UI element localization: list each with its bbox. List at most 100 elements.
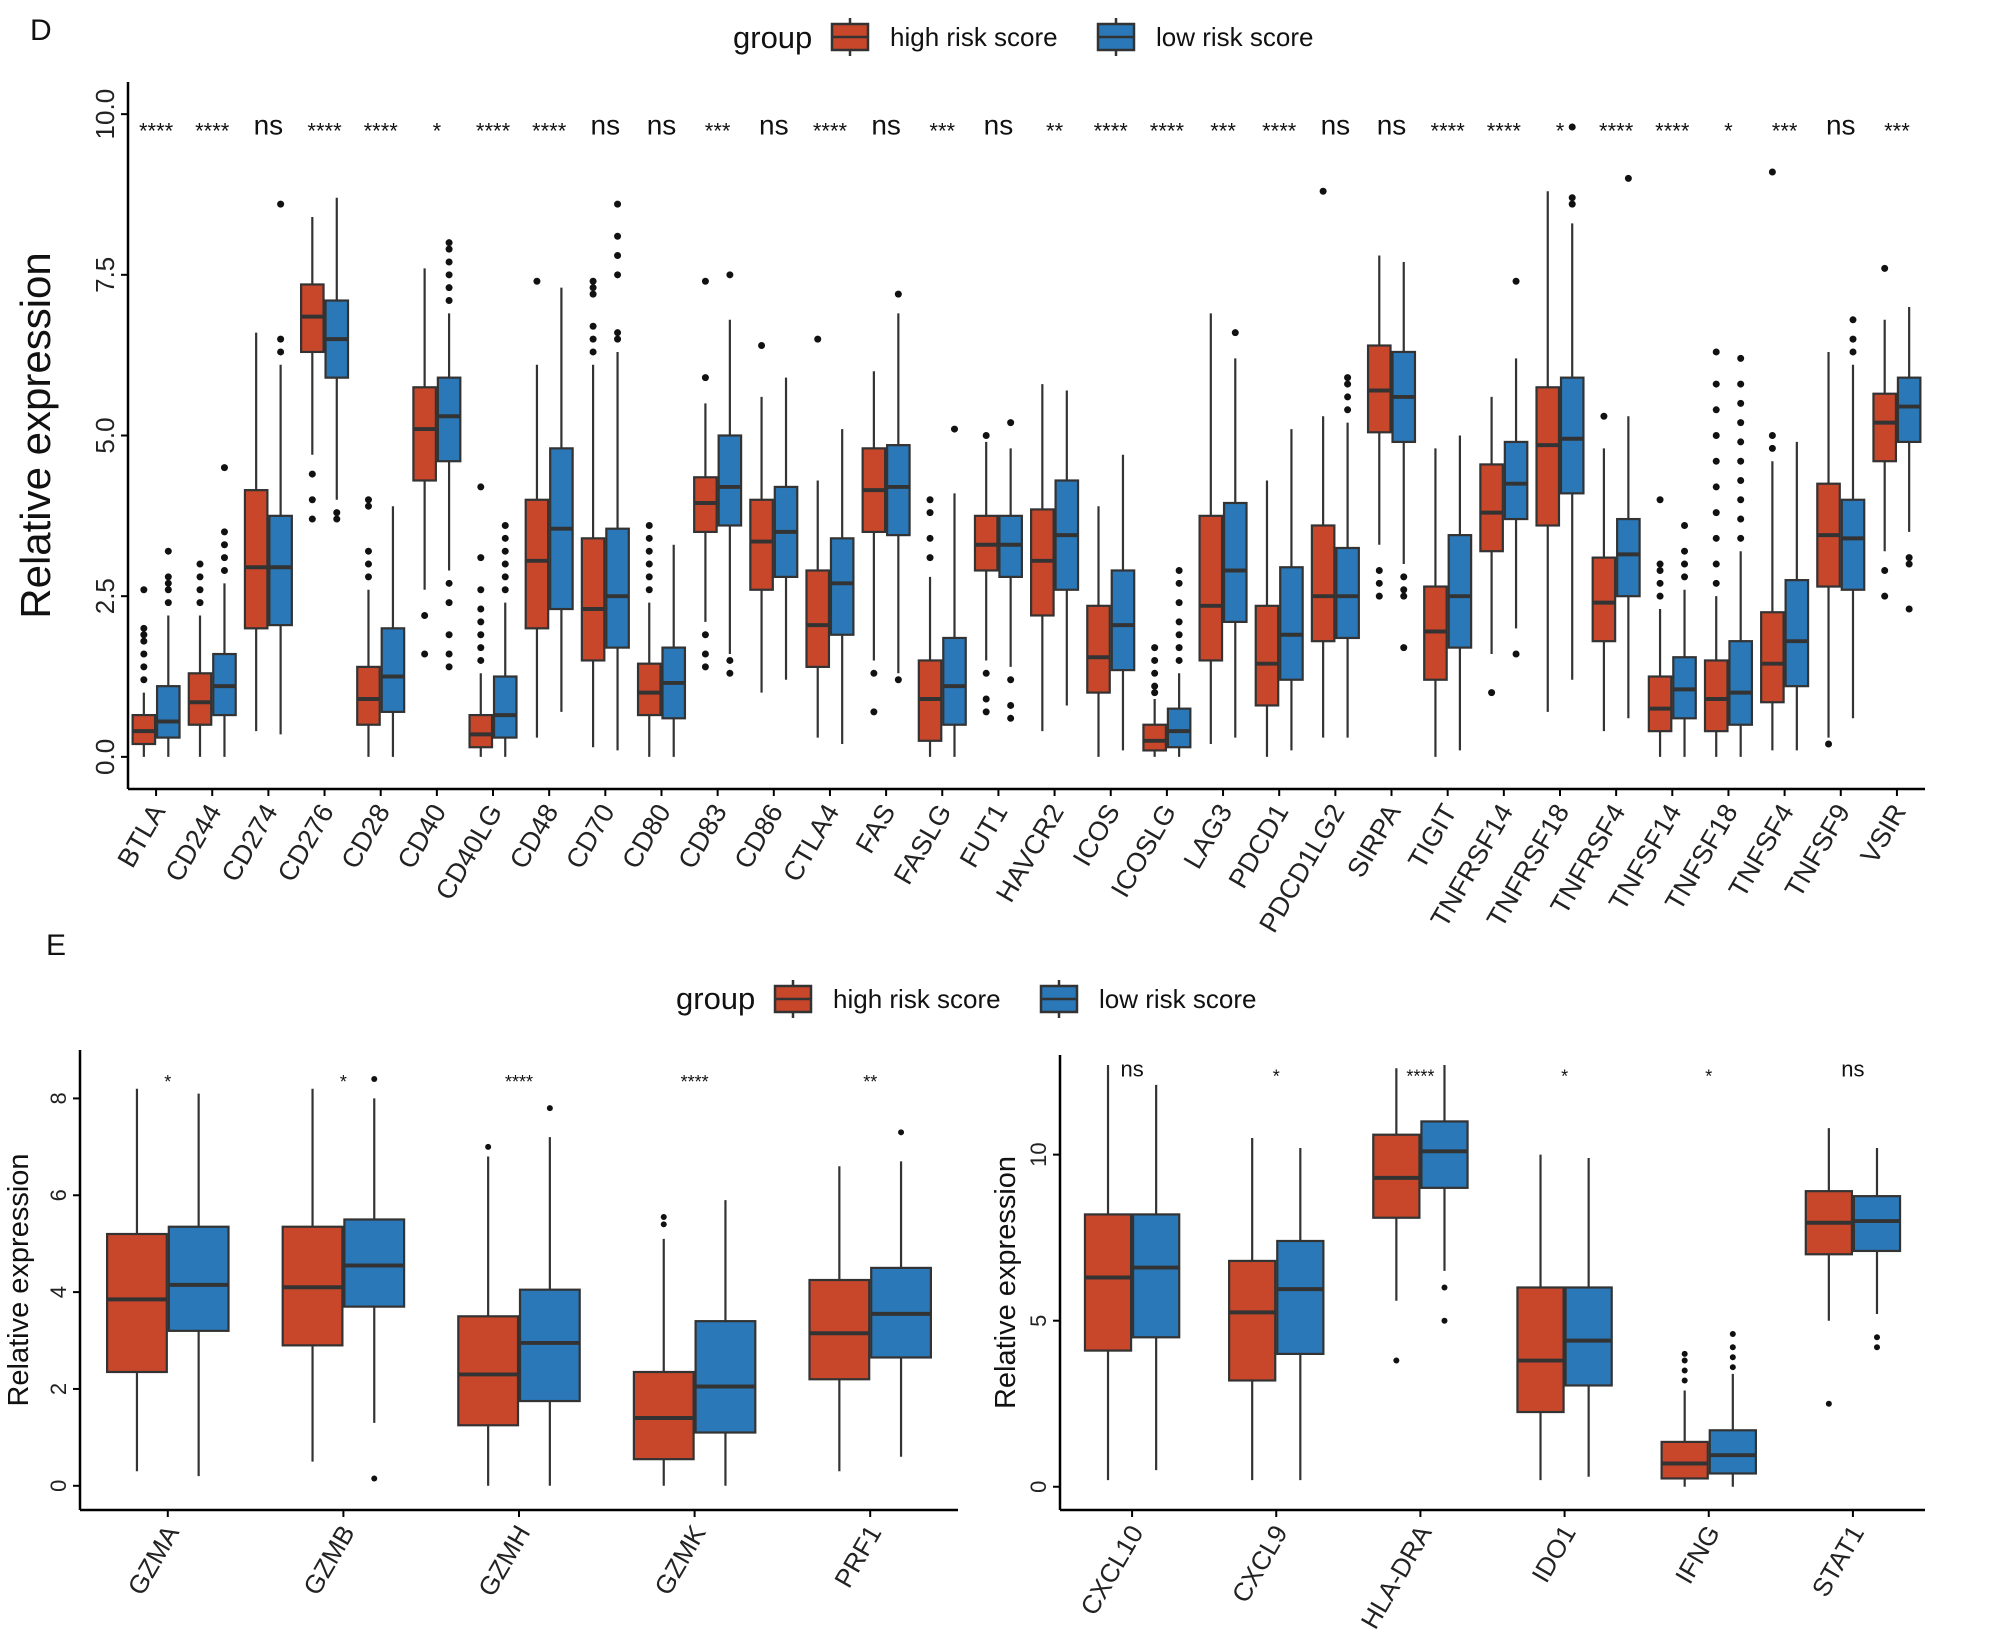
significance-label: ns [1377, 110, 1407, 141]
iqr-box [1840, 498, 1866, 591]
outlier-point [1712, 534, 1720, 542]
outlier-point [645, 547, 653, 555]
significance-label: ns [254, 110, 284, 141]
outlier-point [950, 425, 958, 433]
box-low [1391, 261, 1417, 652]
significance-label: * [1561, 1066, 1568, 1086]
iqr-box [1616, 517, 1641, 598]
outlier-point [277, 335, 285, 343]
box-low [549, 287, 574, 712]
outlier-point [1873, 1344, 1880, 1351]
significance-label: **** [813, 119, 848, 144]
box-high [243, 332, 269, 732]
outlier-point [1737, 476, 1745, 484]
outlier-point [220, 566, 228, 574]
outlier-point [1737, 438, 1745, 446]
outlier-point [1737, 534, 1745, 542]
outlier-point [220, 541, 228, 549]
box-low [998, 419, 1023, 722]
outlier-point [589, 348, 597, 356]
outlier-point [1151, 669, 1159, 677]
outlier-point [1656, 579, 1664, 587]
outlier-point [1344, 374, 1352, 382]
outlier-point [870, 708, 878, 716]
significance-label: **** [1655, 119, 1690, 144]
outlier-point [701, 663, 709, 671]
significance-label: *** [705, 119, 731, 144]
iqr-box [468, 713, 494, 749]
iqr-box [1083, 1213, 1133, 1352]
outlier-point [1712, 483, 1720, 491]
outlier-point [501, 560, 509, 568]
outlier-point [1007, 701, 1015, 709]
box-low [1503, 277, 1529, 658]
iqr-box [1503, 440, 1529, 521]
outlier-point [894, 290, 902, 298]
y-tick-label: 4 [46, 1286, 71, 1298]
legend-e-low-label: low risk score [1099, 984, 1256, 1014]
iqr-box [1708, 1429, 1757, 1475]
outlier-point [445, 271, 453, 279]
significance-label: **** [364, 119, 399, 144]
iqr-box [694, 1320, 757, 1434]
box-low [1728, 354, 1754, 757]
box-low [1335, 374, 1360, 738]
box-high [299, 216, 325, 523]
box-low [1784, 441, 1810, 751]
legend-d: group high risk score low risk score [733, 18, 1313, 56]
outlier-point [277, 348, 285, 356]
box-high [1760, 168, 1785, 751]
significance-label: **** [1406, 1066, 1434, 1086]
outlier-point [546, 1105, 553, 1112]
legend-d-high-label: high risk score [890, 22, 1058, 52]
outlier-point [1681, 1357, 1688, 1364]
outlier-point [1825, 740, 1833, 748]
significance-label: **** [1431, 119, 1466, 144]
significance-label: ns [759, 110, 789, 141]
box-high [1516, 1154, 1565, 1481]
outlier-point [164, 586, 172, 594]
outlier-point [701, 374, 709, 382]
outlier-point [726, 669, 734, 677]
box-low [1166, 566, 1192, 757]
box-low [343, 1076, 406, 1482]
box-high [580, 277, 606, 748]
significance-label: ns [1826, 110, 1856, 141]
iqr-box [243, 489, 269, 630]
outlier-point [645, 521, 653, 529]
outlier-point [477, 605, 485, 613]
outlier-point [898, 1129, 905, 1136]
outlier-point [645, 560, 653, 568]
box-low [324, 197, 350, 523]
significance-label: * [1724, 119, 1733, 144]
box-low [492, 521, 518, 757]
outlier-point [485, 1143, 492, 1150]
box-low [1222, 329, 1248, 738]
outlier-point [477, 483, 485, 491]
outlier-point [1729, 1330, 1736, 1337]
outlier-point [982, 695, 990, 703]
outlier-point [645, 573, 653, 581]
outlier-point [1905, 560, 1913, 568]
box-low [1110, 454, 1136, 751]
outlier-point [1873, 1334, 1880, 1341]
outlier-point [445, 663, 453, 671]
outlier-point [1512, 277, 1520, 285]
outlier-point [1849, 335, 1857, 343]
box-low [829, 429, 855, 745]
box-low [1616, 174, 1641, 719]
outlier-point [1151, 689, 1159, 697]
iqr-box [518, 1288, 581, 1403]
outlier-point [140, 637, 148, 645]
legend-e-title: group [676, 981, 755, 1016]
iqr-box [942, 636, 967, 726]
outlier-point [1881, 264, 1889, 272]
box-high [1804, 1128, 1854, 1407]
significance-label: * [340, 1072, 347, 1092]
iqr-box [580, 537, 606, 662]
category-gzma: *GZMA [105, 1072, 230, 1600]
outlier-point [445, 284, 453, 292]
significance-label: *** [1210, 119, 1236, 144]
box-low [942, 425, 967, 757]
